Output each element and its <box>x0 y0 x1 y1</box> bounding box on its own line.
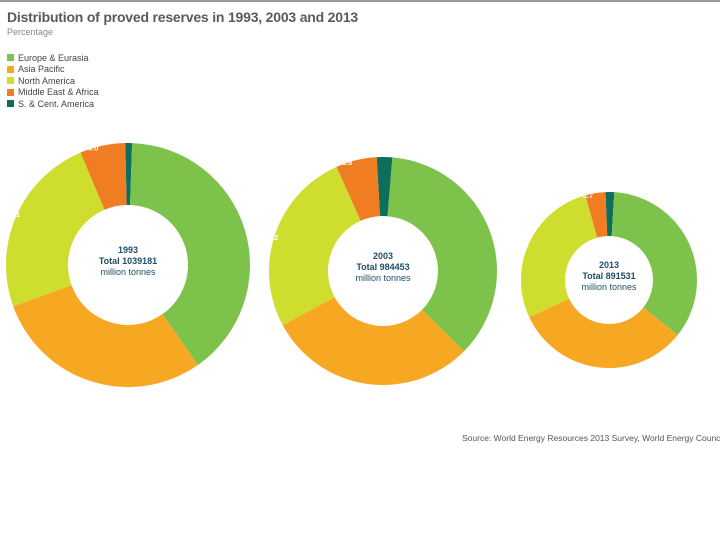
center-unit: million tonnes <box>355 273 411 283</box>
legend-label: Asia Pacific <box>18 64 65 75</box>
slice-middle-east-africa <box>80 143 127 210</box>
slice-europe-eurasia <box>611 192 698 336</box>
legend-item-europe: Europe & Eurasia <box>7 52 99 64</box>
slice-s-cent-america <box>125 142 133 206</box>
legend-swatch <box>7 100 14 108</box>
slice-label: 3.7 <box>583 191 593 200</box>
center-total: Total 984453 <box>356 262 409 272</box>
slice-label: 0.9 <box>109 133 119 142</box>
center-unit: million tonnes <box>100 267 156 277</box>
legend-item-north-america: North America <box>7 75 99 87</box>
legend-swatch <box>7 77 14 85</box>
source-note: Source: World Energy Resources 2013 Surv… <box>462 433 720 443</box>
slice-label: 6.0 <box>88 144 98 153</box>
center-total: Total 891531 <box>582 271 635 281</box>
slice-label: 39.7 <box>153 133 168 142</box>
center-year: 2003 <box>373 251 393 261</box>
legend-label: S. & Cent. America <box>18 98 95 109</box>
slice-label: 34.8 <box>633 182 648 191</box>
slice-europe-eurasia <box>387 157 497 352</box>
legend: Europe & Eurasia Asia Pacific North Amer… <box>7 52 99 110</box>
legend-label: Europe & Eurasia <box>18 52 89 63</box>
slice-middle-east-africa <box>585 192 608 238</box>
chart-subtitle: Percentage <box>7 27 54 37</box>
legend-swatch <box>7 65 14 73</box>
slice-north-america <box>521 195 598 318</box>
center-year: 1993 <box>118 245 138 255</box>
center-year: 2013 <box>599 260 619 270</box>
slice-label: 5.8 <box>342 158 352 167</box>
legend-label: Middle East & Africa <box>18 87 99 98</box>
slice-north-america <box>269 166 361 326</box>
slice-s-cent-america <box>376 157 393 217</box>
slice-label: 27.6 <box>514 240 529 249</box>
legend-item-south-central-america: S. & Cent. America <box>7 98 99 110</box>
slice-s-cent-america <box>605 192 615 237</box>
center-unit: million tonnes <box>581 282 637 292</box>
chart-title: Distribution of proved reserves in 1993,… <box>7 9 359 25</box>
slice-asia-pacific <box>282 297 465 385</box>
slice-label: 29.2 <box>73 381 88 390</box>
slice-middle-east-africa <box>336 157 380 221</box>
slice-label: 2.2 <box>365 147 375 156</box>
slice-label: 26.2 <box>264 233 279 242</box>
slice-label: 32.3 <box>579 373 594 382</box>
slice-label: 36.1 <box>413 148 428 157</box>
slice-asia-pacific <box>529 298 678 368</box>
slice-label: 29.7 <box>348 386 363 395</box>
legend-label: North America <box>18 75 76 86</box>
slice-north-america <box>5 152 105 307</box>
legend-swatch <box>7 54 14 62</box>
slice-asia-pacific <box>13 285 198 387</box>
center-total: Total 1039181 <box>99 256 157 266</box>
top-rule <box>0 0 720 2</box>
slice-europe-eurasia <box>130 143 250 365</box>
legend-item-asia-pacific: Asia Pacific <box>7 64 99 76</box>
slice-label: 24.1 <box>6 210 21 219</box>
legend-item-middle-east-africa: Middle East & Africa <box>7 87 99 99</box>
legend-swatch <box>7 88 14 96</box>
slice-label: 1.6 <box>591 182 601 191</box>
